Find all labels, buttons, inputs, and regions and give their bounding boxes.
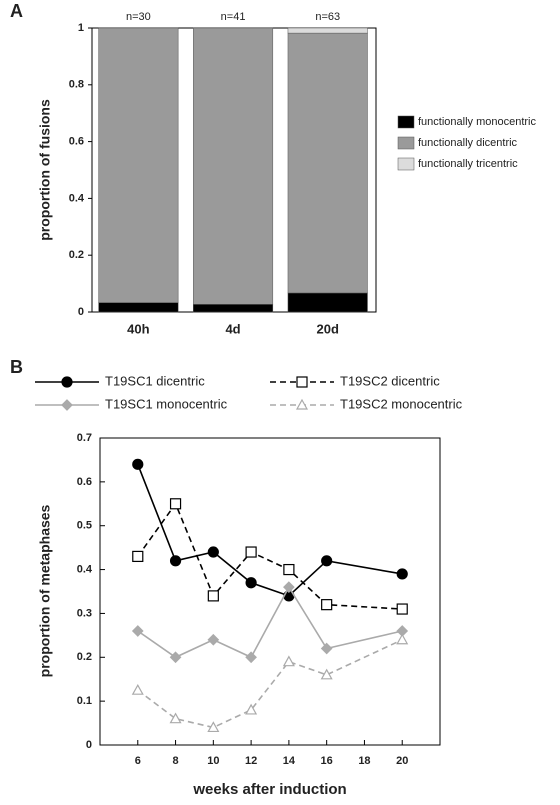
marker xyxy=(169,498,182,510)
panel-label: A xyxy=(10,1,23,21)
y-tick-label: 0.2 xyxy=(69,249,84,261)
marker xyxy=(207,721,220,733)
y-tick-label: 0.1 xyxy=(77,695,92,707)
y-tick-label: 0.4 xyxy=(77,563,93,575)
x-tick-label: 12 xyxy=(245,755,257,767)
annotation: n=63 xyxy=(315,11,340,23)
marker xyxy=(283,563,295,576)
bar-segment xyxy=(193,304,274,313)
marker xyxy=(245,651,257,664)
y-axis-label: proportion of metaphases xyxy=(37,504,53,677)
legend-label: T19SC2 dicentric xyxy=(340,373,440,388)
y-axis-label: proportion of fusions xyxy=(37,99,53,241)
x-tick-label: 16 xyxy=(321,755,333,767)
annotation: n=41 xyxy=(221,11,246,23)
legend-label: T19SC1 monocentric xyxy=(105,396,228,411)
marker xyxy=(131,683,144,695)
marker xyxy=(169,712,182,724)
legend-label: functionally dicentric xyxy=(418,137,518,149)
marker xyxy=(321,599,333,611)
marker xyxy=(131,625,144,637)
legend-marker xyxy=(296,376,308,388)
y-tick-label: 0 xyxy=(86,739,92,751)
y-tick-label: 0.6 xyxy=(77,476,92,488)
y-tick-label: 0.8 xyxy=(69,79,84,91)
y-tick-label: 0.4 xyxy=(69,192,85,204)
marker xyxy=(321,555,333,567)
panel-label: B xyxy=(10,357,23,377)
bar-segment xyxy=(287,32,368,294)
x-tick-label: 10 xyxy=(207,755,219,767)
marker xyxy=(396,603,408,615)
y-tick-label: 0.6 xyxy=(69,136,84,148)
bar-segment xyxy=(98,27,179,303)
marker xyxy=(245,546,257,558)
marker xyxy=(282,655,295,667)
legend-label: T19SC1 dicentric xyxy=(105,373,205,388)
y-tick-label: 1 xyxy=(78,22,84,34)
legend-label: functionally monocentric xyxy=(418,116,537,128)
x-tick-label: 6 xyxy=(135,755,141,767)
legend-swatch xyxy=(397,115,415,129)
x-axis-label: weeks after induction xyxy=(192,781,346,798)
legend-marker xyxy=(61,376,73,388)
annotation: n=30 xyxy=(126,11,151,23)
bar-segment xyxy=(287,292,368,313)
x-tick-label: 20 xyxy=(396,755,408,767)
plot-frame xyxy=(99,437,441,746)
legend-label: T19SC2 monocentric xyxy=(340,396,463,411)
marker xyxy=(245,703,258,715)
x-tick-label: 40h xyxy=(127,321,149,336)
x-tick-label: 20d xyxy=(317,321,339,336)
y-tick-label: 0.7 xyxy=(77,432,92,444)
legend-marker xyxy=(295,398,309,410)
bar-segment xyxy=(98,302,179,313)
y-tick-label: 0.3 xyxy=(77,607,92,619)
marker xyxy=(245,577,257,589)
legend-label: functionally tricentric xyxy=(418,158,518,170)
bar-segment xyxy=(193,27,274,305)
marker xyxy=(207,546,219,558)
y-tick-label: 0.2 xyxy=(77,651,92,663)
marker xyxy=(283,581,295,593)
marker xyxy=(207,590,219,602)
legend-swatch xyxy=(397,136,415,150)
y-tick-label: 0.5 xyxy=(77,520,92,532)
marker xyxy=(132,458,144,470)
bar-segment xyxy=(287,27,368,34)
legend-marker xyxy=(61,399,73,411)
marker xyxy=(169,555,182,567)
marker xyxy=(207,633,220,646)
legend-swatch xyxy=(397,157,415,171)
x-tick-label: 18 xyxy=(358,755,370,767)
marker xyxy=(132,550,144,563)
marker xyxy=(396,568,408,580)
marker xyxy=(396,633,409,645)
x-tick-label: 4d xyxy=(225,321,240,336)
marker xyxy=(169,651,182,664)
marker xyxy=(320,642,333,655)
marker xyxy=(320,668,333,680)
x-tick-label: 8 xyxy=(172,755,178,767)
y-tick-label: 0 xyxy=(78,306,84,318)
x-tick-label: 14 xyxy=(283,755,296,767)
